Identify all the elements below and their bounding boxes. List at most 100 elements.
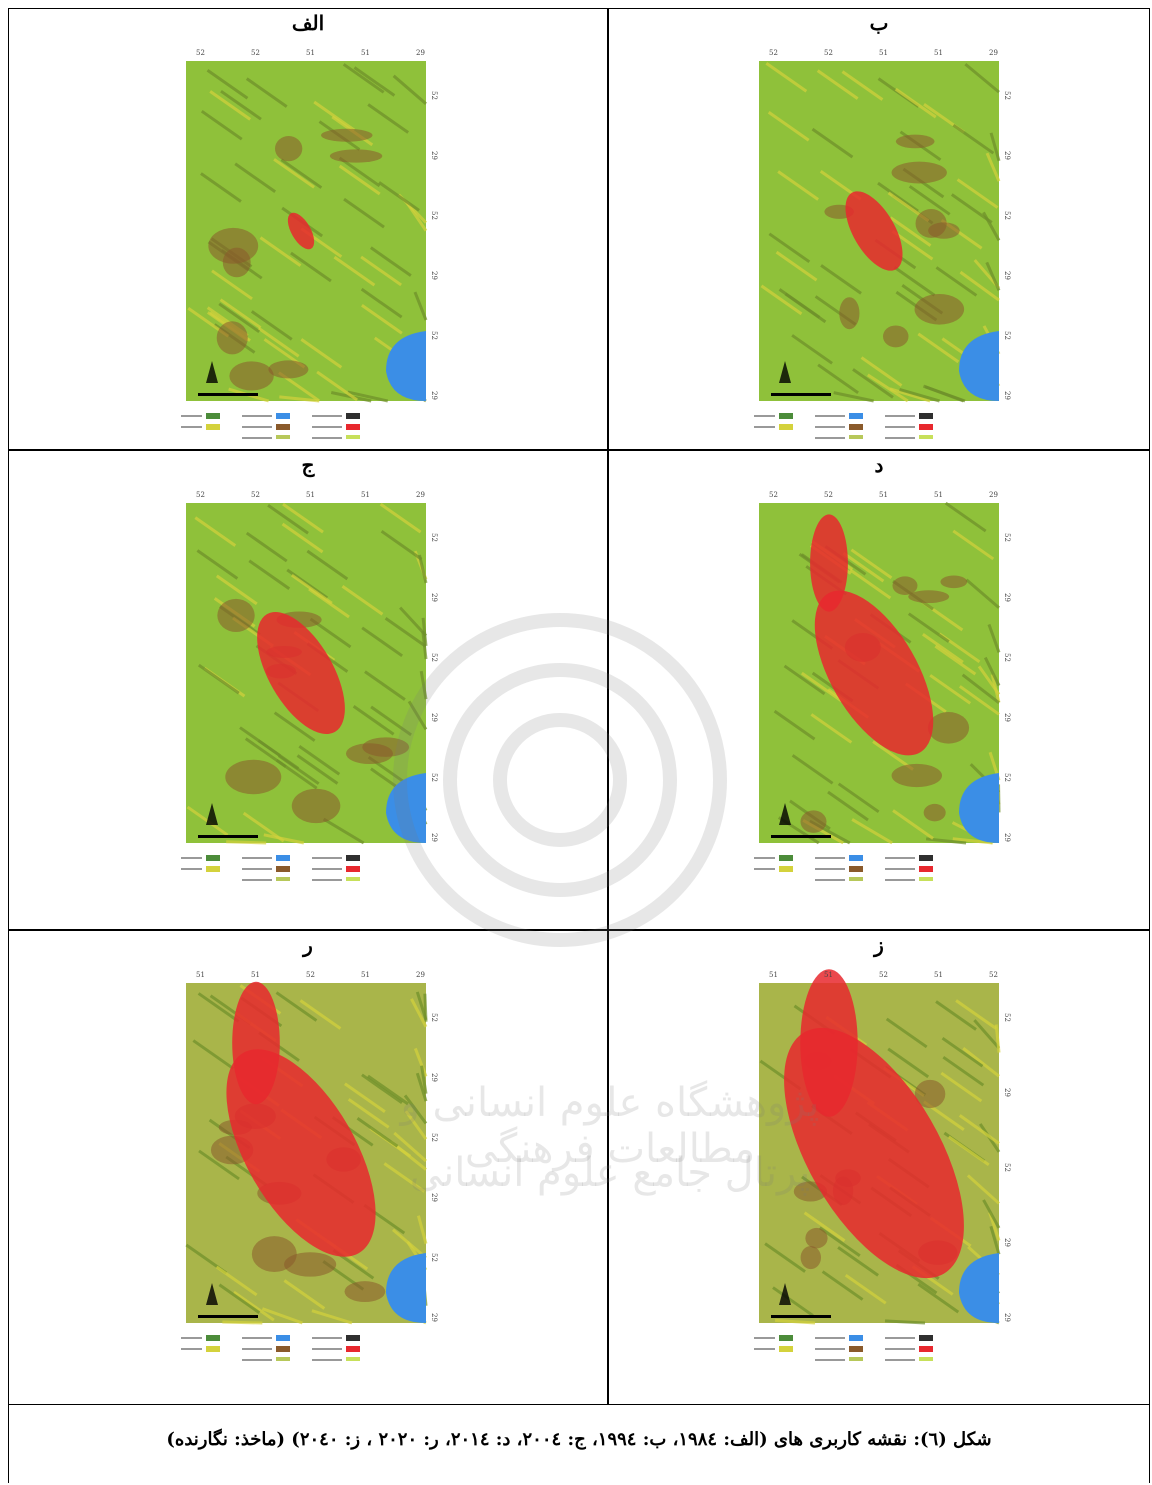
brown-patch xyxy=(839,297,859,329)
legend-text-line xyxy=(312,1337,342,1339)
legend-swatch xyxy=(919,1335,933,1341)
legend-text-line xyxy=(815,868,845,870)
legend-swatch xyxy=(919,413,933,419)
map-tick-label: 52 xyxy=(879,971,888,979)
legend-swatch xyxy=(276,855,290,861)
map-tick-label: 29 xyxy=(416,971,425,979)
legend-text-line xyxy=(312,1348,342,1350)
brown-patch xyxy=(229,361,273,390)
legend-swatch xyxy=(849,1346,863,1352)
legend-text-line xyxy=(181,868,202,870)
brown-patch xyxy=(908,590,949,603)
map-tick-label: 29 xyxy=(1003,391,1011,400)
figure-caption: شکل (٦): نقشه کاربری های (الف: ۱۹۸٤، ب: … xyxy=(8,1405,1150,1483)
map-tick-label: 52 xyxy=(1003,1163,1011,1172)
terrain-stripe xyxy=(885,1321,925,1323)
legend-text-line xyxy=(815,1337,845,1339)
legend-text-line xyxy=(312,857,342,859)
legend-text-line xyxy=(885,415,915,417)
legend-swatch xyxy=(779,855,793,861)
map-tick-label: 51 xyxy=(361,491,370,499)
legend-text-line xyxy=(885,426,915,428)
scale-bar xyxy=(198,1315,258,1318)
legend-swatch xyxy=(779,1335,793,1341)
legend-text-line xyxy=(242,437,272,439)
brown-patch xyxy=(284,1252,336,1276)
legend-text-line xyxy=(754,415,775,417)
brown-patch xyxy=(800,810,826,833)
legend-text-line xyxy=(242,857,272,859)
map-tick-label: 52 xyxy=(769,491,778,499)
legend-swatch xyxy=(779,1346,793,1352)
legend-swatch xyxy=(206,866,220,872)
legend-text-line xyxy=(754,426,775,428)
legend-text-line xyxy=(312,868,342,870)
brown-patch xyxy=(896,135,935,149)
legend-text-line xyxy=(242,1359,272,1361)
scale-bar xyxy=(771,835,831,838)
legend-swatch xyxy=(779,866,793,872)
legend-swatch xyxy=(206,1346,220,1352)
map-tick-label: 29 xyxy=(430,1313,438,1322)
legend-swatch xyxy=(779,413,793,419)
map-tick-label: 29 xyxy=(1003,1238,1011,1247)
legend-text-line xyxy=(885,879,915,881)
scale-bar xyxy=(771,393,831,396)
legend-text-line xyxy=(181,415,202,417)
map-tick-label: 52 xyxy=(1003,1013,1011,1022)
legend-swatch xyxy=(276,413,290,419)
map-tick-label: 52 xyxy=(1003,211,1011,220)
legend-swatch xyxy=(849,424,863,430)
brown-patch xyxy=(892,764,942,787)
legend-text-line xyxy=(312,415,342,417)
map-tick-label: 51 xyxy=(361,971,370,979)
legend-swatch xyxy=(346,866,360,872)
legend-swatch xyxy=(276,1346,290,1352)
brown-patch xyxy=(924,804,946,821)
map-tick-label: 29 xyxy=(989,49,998,57)
land-use-map: 5252515129522952295229 xyxy=(181,39,451,439)
legend-text-line xyxy=(242,415,272,417)
brown-patch xyxy=(805,1228,827,1248)
map-tick-label: 52 xyxy=(989,971,998,979)
urban-area xyxy=(810,514,848,611)
map-tick-label: 52 xyxy=(430,331,438,340)
map-tick-label: 52 xyxy=(824,49,833,57)
legend-swatch xyxy=(919,1346,933,1352)
panel-label: د xyxy=(609,453,1149,477)
legend-swatch xyxy=(346,413,360,419)
legend-text-line xyxy=(181,1337,202,1339)
legend-swatch xyxy=(779,424,793,430)
brown-patch xyxy=(345,1281,386,1302)
map-tick-label: 52 xyxy=(1003,653,1011,662)
map-tick-label: 52 xyxy=(1003,773,1011,782)
land-use-map: 5252515129522952295229 xyxy=(754,39,1024,439)
legend-swatch xyxy=(206,413,220,419)
legend-text-line xyxy=(242,879,272,881)
brown-patch xyxy=(330,149,382,162)
land-use-map: 5252515129522952295229 xyxy=(754,481,1024,881)
map-tick-label: 52 xyxy=(1003,91,1011,100)
legend-text-line xyxy=(754,868,775,870)
legend-swatch xyxy=(849,866,863,872)
legend-text-line xyxy=(885,857,915,859)
watermark-emblem xyxy=(380,600,740,960)
map-tick-label: 51 xyxy=(306,491,315,499)
legend-text-line xyxy=(885,437,915,439)
legend-swatch xyxy=(346,424,360,430)
map-tick-label: 29 xyxy=(416,49,425,57)
legend-text-line xyxy=(754,1348,775,1350)
legend-swatch xyxy=(346,855,360,861)
map-tick-label: 51 xyxy=(769,971,778,979)
map-tick-label: 29 xyxy=(1003,271,1011,280)
scale-bar xyxy=(771,1315,831,1318)
legend-swatch xyxy=(919,424,933,430)
map-tick-label: 51 xyxy=(934,971,943,979)
map-tick-label: 52 xyxy=(824,491,833,499)
map-tick-label: 52 xyxy=(196,491,205,499)
legend-text-line xyxy=(815,437,845,439)
map-tick-label: 51 xyxy=(934,49,943,57)
legend-swatch xyxy=(276,424,290,430)
scale-bar xyxy=(198,835,258,838)
legend-text-line xyxy=(181,426,202,428)
